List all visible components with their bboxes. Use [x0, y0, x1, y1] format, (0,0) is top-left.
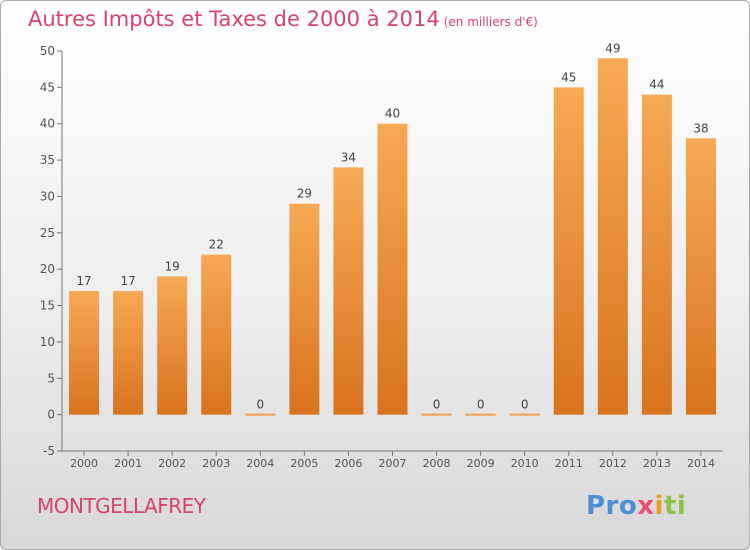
y-tick-label: 30: [40, 189, 55, 203]
x-tick-label: 2001: [114, 457, 142, 470]
x-tick-label: 2008: [423, 457, 451, 470]
bar-value-label: 17: [76, 274, 91, 288]
x-tick-label: 2006: [334, 457, 362, 470]
bar: [553, 87, 584, 415]
x-tick-label: 2005: [290, 457, 318, 470]
bar-value-label: 45: [561, 70, 576, 84]
bar-value-label: 38: [693, 121, 708, 135]
x-tick-label: 2004: [246, 457, 274, 470]
bar-value-label: 19: [165, 259, 180, 273]
chart-subtitle: (en milliers d'€): [443, 15, 538, 29]
bar: [69, 291, 100, 415]
bar: [597, 58, 628, 415]
bar-value-label: 17: [120, 274, 135, 288]
y-tick-label: 45: [40, 80, 55, 94]
x-tick-label: 2000: [70, 457, 98, 470]
x-tick-label: 2003: [202, 457, 230, 470]
x-tick-label: 2010: [511, 457, 539, 470]
y-tick-label: 5: [47, 371, 55, 385]
y-tick-label: -5: [43, 444, 55, 458]
bar: [113, 291, 144, 415]
proxiti-logo: Proxiti: [586, 491, 687, 521]
x-tick-label: 2013: [643, 457, 671, 470]
x-tick-label: 2007: [379, 457, 407, 470]
bar: [421, 413, 452, 416]
bar-value-label: 44: [649, 78, 664, 92]
bar: [201, 254, 232, 415]
bar: [333, 167, 364, 415]
bar-value-label: 0: [256, 398, 264, 412]
y-tick-label: 50: [40, 44, 55, 58]
bar: [641, 94, 672, 415]
bar: [157, 276, 188, 415]
chart-title: Autres Impôts et Taxes de 2000 à 2014 (en…: [28, 7, 538, 31]
bar: [685, 138, 716, 415]
bar: [465, 413, 496, 416]
bar: [245, 413, 276, 416]
x-axis: 2000 2001 2002 2003 2004 2005 2006 2007 2008 2009…: [62, 450, 723, 470]
bar-value-label: 0: [433, 398, 441, 412]
bar-value-label: 0: [521, 398, 529, 412]
bar: [509, 413, 540, 416]
y-tick-label: 10: [40, 335, 55, 349]
bar: [377, 123, 408, 415]
y-tick-label: 20: [40, 262, 55, 276]
bar-value-label: 34: [341, 150, 356, 164]
bar-value-label: 29: [297, 187, 312, 201]
x-tick-label: 2002: [158, 457, 186, 470]
x-tick-label: 2012: [599, 457, 627, 470]
y-tick-label: 25: [40, 226, 55, 240]
y-tick-label: 0: [47, 408, 55, 422]
bar-value-label: 0: [477, 398, 485, 412]
y-tick-label: 35: [40, 153, 55, 167]
x-tick-label: 2009: [467, 457, 495, 470]
y-tick-label: 40: [40, 117, 55, 131]
y-axis: -5 0 5 10 15 20 25 30 35 40 45 50: [40, 44, 63, 458]
y-tick-label: 15: [40, 299, 55, 313]
commune-name: MONTGELLAFREY: [37, 494, 206, 518]
x-tick-label: 2014: [687, 457, 715, 470]
bar-value-label: 49: [605, 41, 620, 55]
chart-title-main: Autres Impôts et Taxes de 2000 à 2014: [28, 7, 440, 31]
bar-value-label: 22: [209, 238, 224, 252]
bar-value-label: 40: [385, 107, 400, 121]
x-tick-label: 2011: [555, 457, 583, 470]
bar-series: 17 17 19 22 0 29 34 40 0 0 0 45 49 44 38: [69, 41, 716, 416]
bar: [289, 203, 320, 415]
